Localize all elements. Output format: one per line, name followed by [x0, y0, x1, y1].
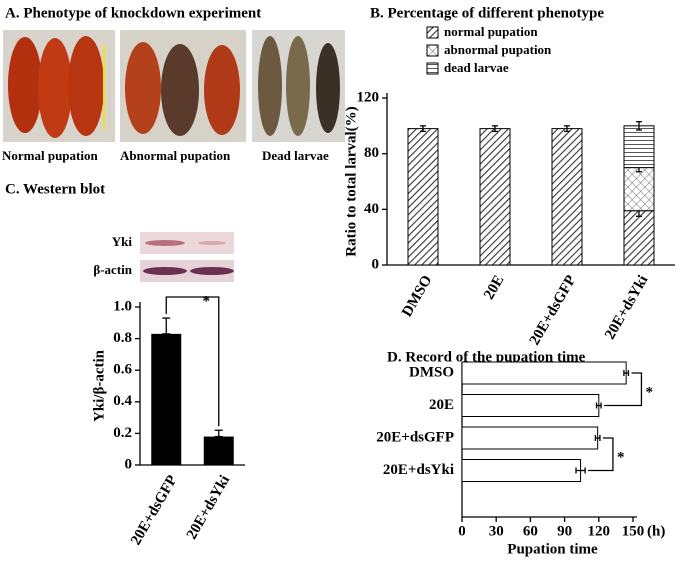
- legend-label: dead larvae: [444, 60, 509, 75]
- photo: [3, 30, 115, 142]
- significance-star: *: [203, 293, 211, 309]
- panel-title: D. Record of the pupation time: [387, 349, 586, 365]
- y-tick-label: 20E+dsGFP: [376, 429, 454, 445]
- photo-caption: Abnormal pupation: [120, 148, 231, 163]
- x-tick-label: 20E+dsYki: [184, 473, 233, 543]
- panel-title: C. Western blot: [5, 181, 105, 197]
- y-tick-label: 80: [364, 145, 379, 161]
- x-tick-label: 30: [489, 523, 504, 539]
- bar: [461, 426, 599, 450]
- western-blot: [140, 232, 234, 282]
- bar-segment: [551, 128, 583, 266]
- bar-segment: [623, 210, 655, 266]
- x-tick-label: 20E+dsGFP: [527, 273, 580, 348]
- y-tick-label: 0.4: [113, 393, 132, 409]
- bar: [203, 436, 234, 465]
- x-tick-label: DMSO: [399, 273, 435, 320]
- legend-swatch: [426, 62, 439, 75]
- x-axis-label: Pupation time: [507, 541, 598, 557]
- y-tick-label: DMSO: [409, 364, 454, 380]
- y-tick-label: 0.2: [113, 425, 132, 441]
- x-tick-label: 60: [523, 523, 538, 539]
- y-tick-label: 120: [357, 89, 380, 105]
- x-tick-label: 20E+dsGFP: [128, 473, 181, 548]
- bar: [461, 361, 627, 385]
- panel-title: B. Percentage of different phenotype: [370, 5, 604, 21]
- significance-bracket: [588, 437, 614, 472]
- legend-swatch: [426, 26, 439, 39]
- blot-label: Yki: [112, 234, 133, 249]
- bar: [151, 333, 182, 465]
- y-axis-label: Ratio to total larval(%): [343, 106, 359, 256]
- x-tick-label: 0: [458, 523, 466, 539]
- x-unit: (h): [647, 523, 665, 539]
- y-tick-label: 0: [125, 456, 133, 472]
- bar-segment: [623, 125, 655, 169]
- y-tick-label: 20E: [429, 397, 454, 413]
- significance-bracket: [165, 296, 220, 427]
- significance-star: *: [645, 385, 653, 401]
- panel-title: A. Phenotype of knockdown experiment: [5, 5, 261, 21]
- significance-star: *: [617, 450, 625, 466]
- y-tick-label: 40: [364, 201, 379, 217]
- y-tick-label: 20E+dsYki: [383, 462, 454, 478]
- y-tick-label: 1.0: [113, 298, 132, 314]
- significance-bracket: [604, 372, 643, 407]
- y-axis-label: Yki/β-actin: [91, 349, 107, 422]
- x-tick-label: 90: [557, 523, 572, 539]
- bar-segment: [623, 167, 655, 212]
- photo: [252, 30, 345, 142]
- legend-swatch: [426, 44, 439, 57]
- x-tick-label: 20E: [481, 273, 507, 303]
- bar: [461, 459, 582, 482]
- legend-label: normal pupation: [444, 24, 538, 39]
- blot-label: β-actin: [93, 262, 132, 277]
- bar-segment: [479, 128, 511, 266]
- bar-segment: [407, 128, 439, 266]
- y-tick-label: 0.6: [113, 362, 132, 378]
- x-tick-label: 20E+dsYki: [602, 273, 651, 343]
- photo: [120, 30, 246, 142]
- x-tick-label: 120: [588, 523, 611, 539]
- legend-label: abnormal pupation: [444, 42, 552, 57]
- bar: [461, 394, 600, 417]
- photo-caption: Dead larvae: [262, 148, 329, 163]
- y-tick-label: 0.8: [113, 330, 132, 346]
- x-tick-label: 150: [622, 523, 645, 539]
- photo-caption: Normal pupation: [2, 148, 98, 163]
- y-tick-label: 0: [372, 256, 380, 272]
